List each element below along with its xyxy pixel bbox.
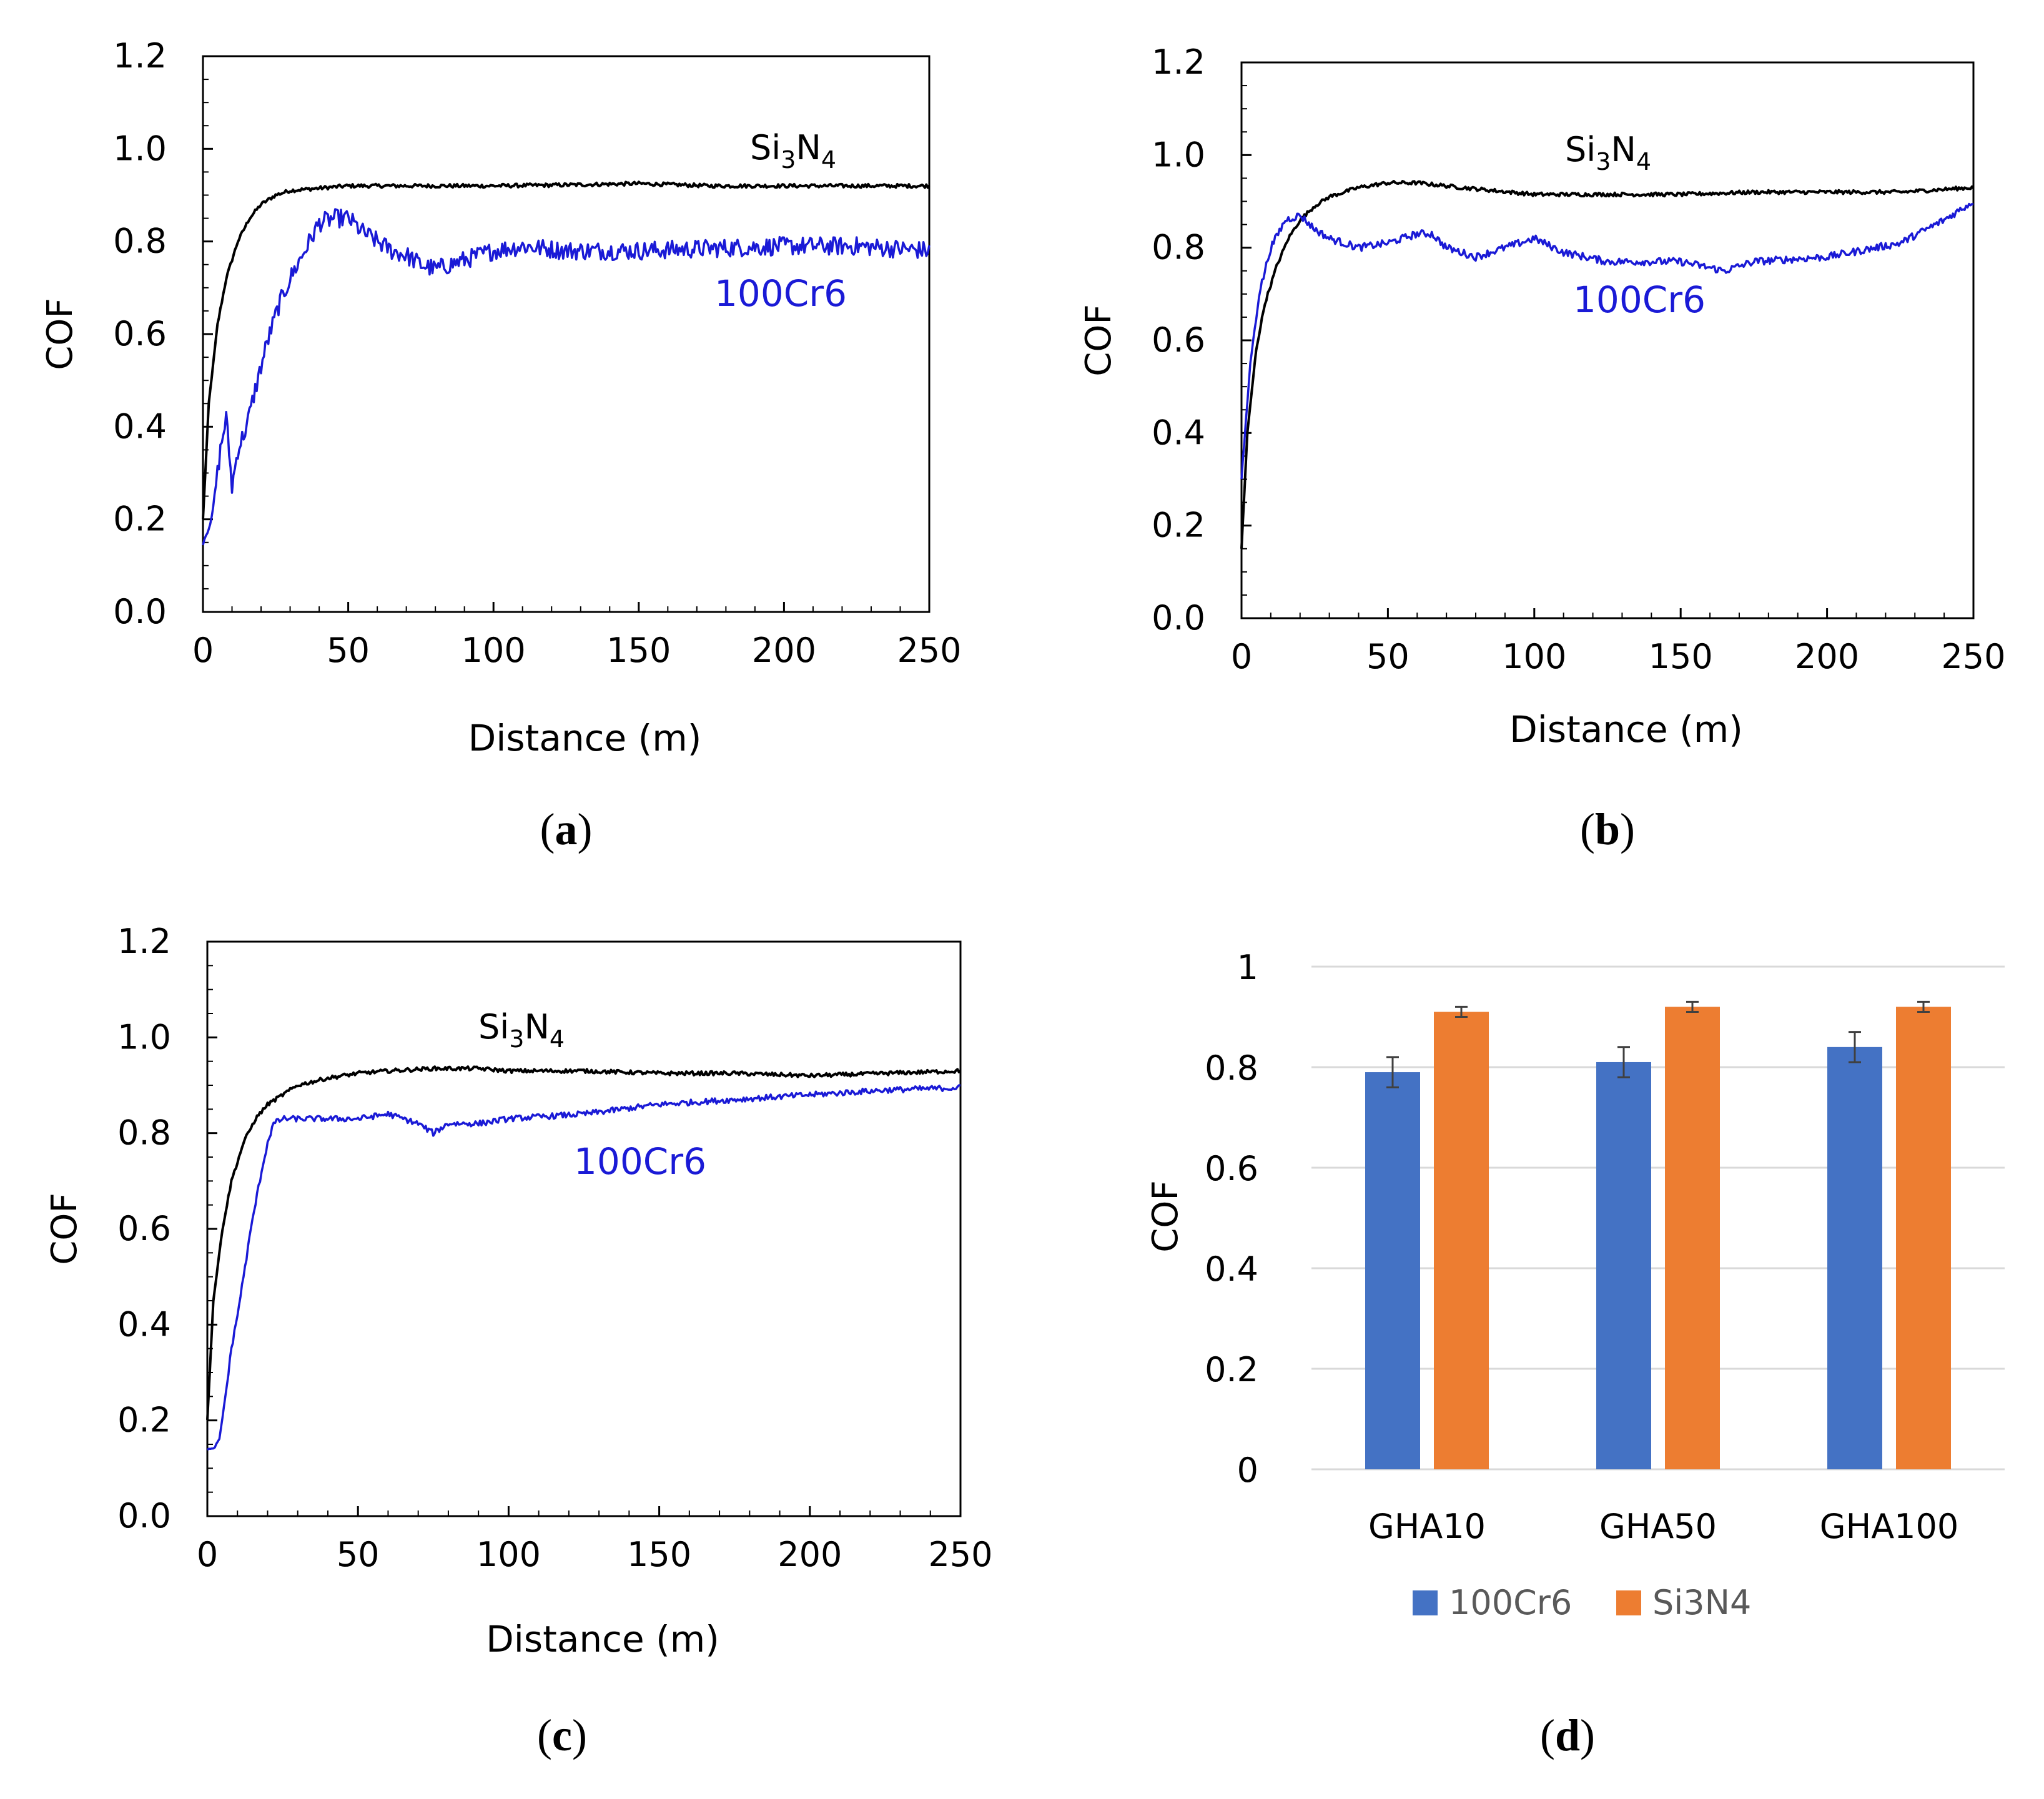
series-line-100cr6 [206,1084,961,1451]
y-tick-label: 0.4 [117,1304,171,1344]
legend-swatch-si3n4 [1616,1590,1641,1615]
y-tick-label: 0.6 [113,314,167,353]
legend-label: Si3N4 [1652,1583,1751,1622]
series-line-si3n4 [206,1065,962,1421]
category-label: GHA10 [1368,1507,1486,1546]
y-tick-label: 1.2 [1152,42,1205,82]
y-tick-label: 0.6 [1152,320,1205,360]
x-axis-label: Distance (m) [468,717,702,759]
panel-label: (a) [540,804,593,854]
y-tick-label: 0.2 [1205,1350,1258,1389]
legend-swatch-100cr6 [1413,1590,1438,1615]
bar-si3n4-gha50 [1665,1007,1720,1469]
bar-si3n4-gha10 [1434,1012,1489,1469]
annotation-100cr6: 100Cr6 [714,272,847,315]
annotation-si3n4: Si3N4 [750,128,836,174]
bar-100cr6-gha50 [1596,1062,1651,1469]
y-tick-label: 0.8 [1152,228,1205,267]
category-label: GHA100 [1820,1507,1958,1546]
x-axis-label: Distance (m) [1509,708,1743,751]
y-tick-label: 0.8 [113,222,167,261]
annotation-100cr6: 100Cr6 [574,1140,706,1183]
series-line-si3n4 [202,180,931,520]
y-axis-label: COF [44,1193,85,1264]
panel-label: (b) [1580,804,1635,854]
x-tick-label: 100 [1502,637,1566,676]
y-tick-label: 1.2 [113,36,167,76]
x-tick-label: 200 [1795,637,1859,676]
y-tick-label: 1.2 [117,922,171,961]
x-tick-label: 50 [337,1535,380,1574]
x-tick-label: 200 [778,1535,842,1574]
x-tick-label: 250 [1941,637,2005,676]
y-tick-label: 1 [1237,948,1258,987]
y-tick-label: 0.2 [117,1401,171,1440]
y-tick-label: 1.0 [113,129,167,168]
y-axis-label: COF [1145,1180,1186,1252]
y-tick-label: 0.4 [113,407,167,446]
legend-label: 100Cr6 [1449,1583,1572,1622]
y-tick-label: 0.4 [1205,1249,1258,1289]
bar-100cr6-gha10 [1365,1072,1420,1469]
series-line-100cr6 [1240,202,1974,480]
y-tick-label: 0.8 [117,1113,171,1153]
plot-frame [1240,61,1975,619]
line-chart-c: 0.0 0.2 0.4 0.6 0.8 1.0 1.2 0 50 100 150 200 250 Si3N… [44,922,993,1760]
category-label: GHA50 [1599,1507,1717,1546]
y-tick-label: 0 [1237,1451,1258,1490]
y-tick-label: 0.0 [117,1496,171,1535]
x-tick-label: 50 [327,631,370,670]
y-axis-label: COF [1079,304,1119,376]
x-tick-label: 250 [897,631,961,670]
bar-si3n4-gha100 [1896,1007,1951,1469]
x-tick-label: 150 [606,631,671,670]
x-tick-label: 50 [1366,637,1410,676]
y-tick-label: 1.0 [117,1017,171,1057]
x-tick-label: 150 [1649,637,1713,676]
y-tick-label: 0.2 [1152,506,1205,545]
annotation-si3n4: Si3N4 [1565,130,1651,175]
x-axis-label: Distance (m) [486,1618,719,1660]
x-tick-label: 100 [476,1535,541,1574]
y-axis-label: COF [40,298,81,370]
plot-frame [206,940,962,1517]
y-tick-label: 0.0 [113,592,167,631]
panel-label: (d) [1540,1710,1595,1760]
y-tick-label: 1.0 [1152,135,1205,174]
line-chart-a: 0.0 0.2 0.4 0.6 0.8 1.0 1.2 0 50 100 150 200 250 Si3N… [40,36,962,854]
annotation-100cr6: 100Cr6 [1573,278,1706,321]
y-tick-label: 0.0 [1152,598,1205,638]
bar-100cr6-gha100 [1827,1047,1882,1469]
x-tick-label: 0 [1231,637,1252,676]
x-tick-label: 100 [462,631,526,670]
y-tick-label: 0.4 [1152,413,1205,452]
annotation-si3n4: Si3N4 [478,1007,565,1053]
x-tick-label: 250 [928,1535,992,1574]
y-tick-label: 0.6 [1205,1149,1258,1188]
series-line-si3n4 [1240,180,1975,549]
x-tick-label: 0 [197,1535,218,1574]
bar-chart-d: 0 0.2 0.4 0.6 0.8 1 GHA10 GHA50 GHA100 COF 100Cr6 S… [1145,948,2005,1760]
y-tick-label: 0.2 [113,500,167,539]
x-tick-label: 150 [627,1535,691,1574]
x-tick-label: 200 [752,631,816,670]
y-tick-label: 0.8 [1205,1048,1258,1088]
line-chart-b: 0.0 0.2 0.4 0.6 0.8 1.0 1.2 0 50 100 150 200 250 Si3N… [1079,42,2006,854]
panel-label: (c) [537,1710,587,1760]
series-line-100cr6 [202,208,931,546]
x-tick-label: 0 [192,631,214,670]
y-tick-label: 0.6 [117,1209,171,1248]
